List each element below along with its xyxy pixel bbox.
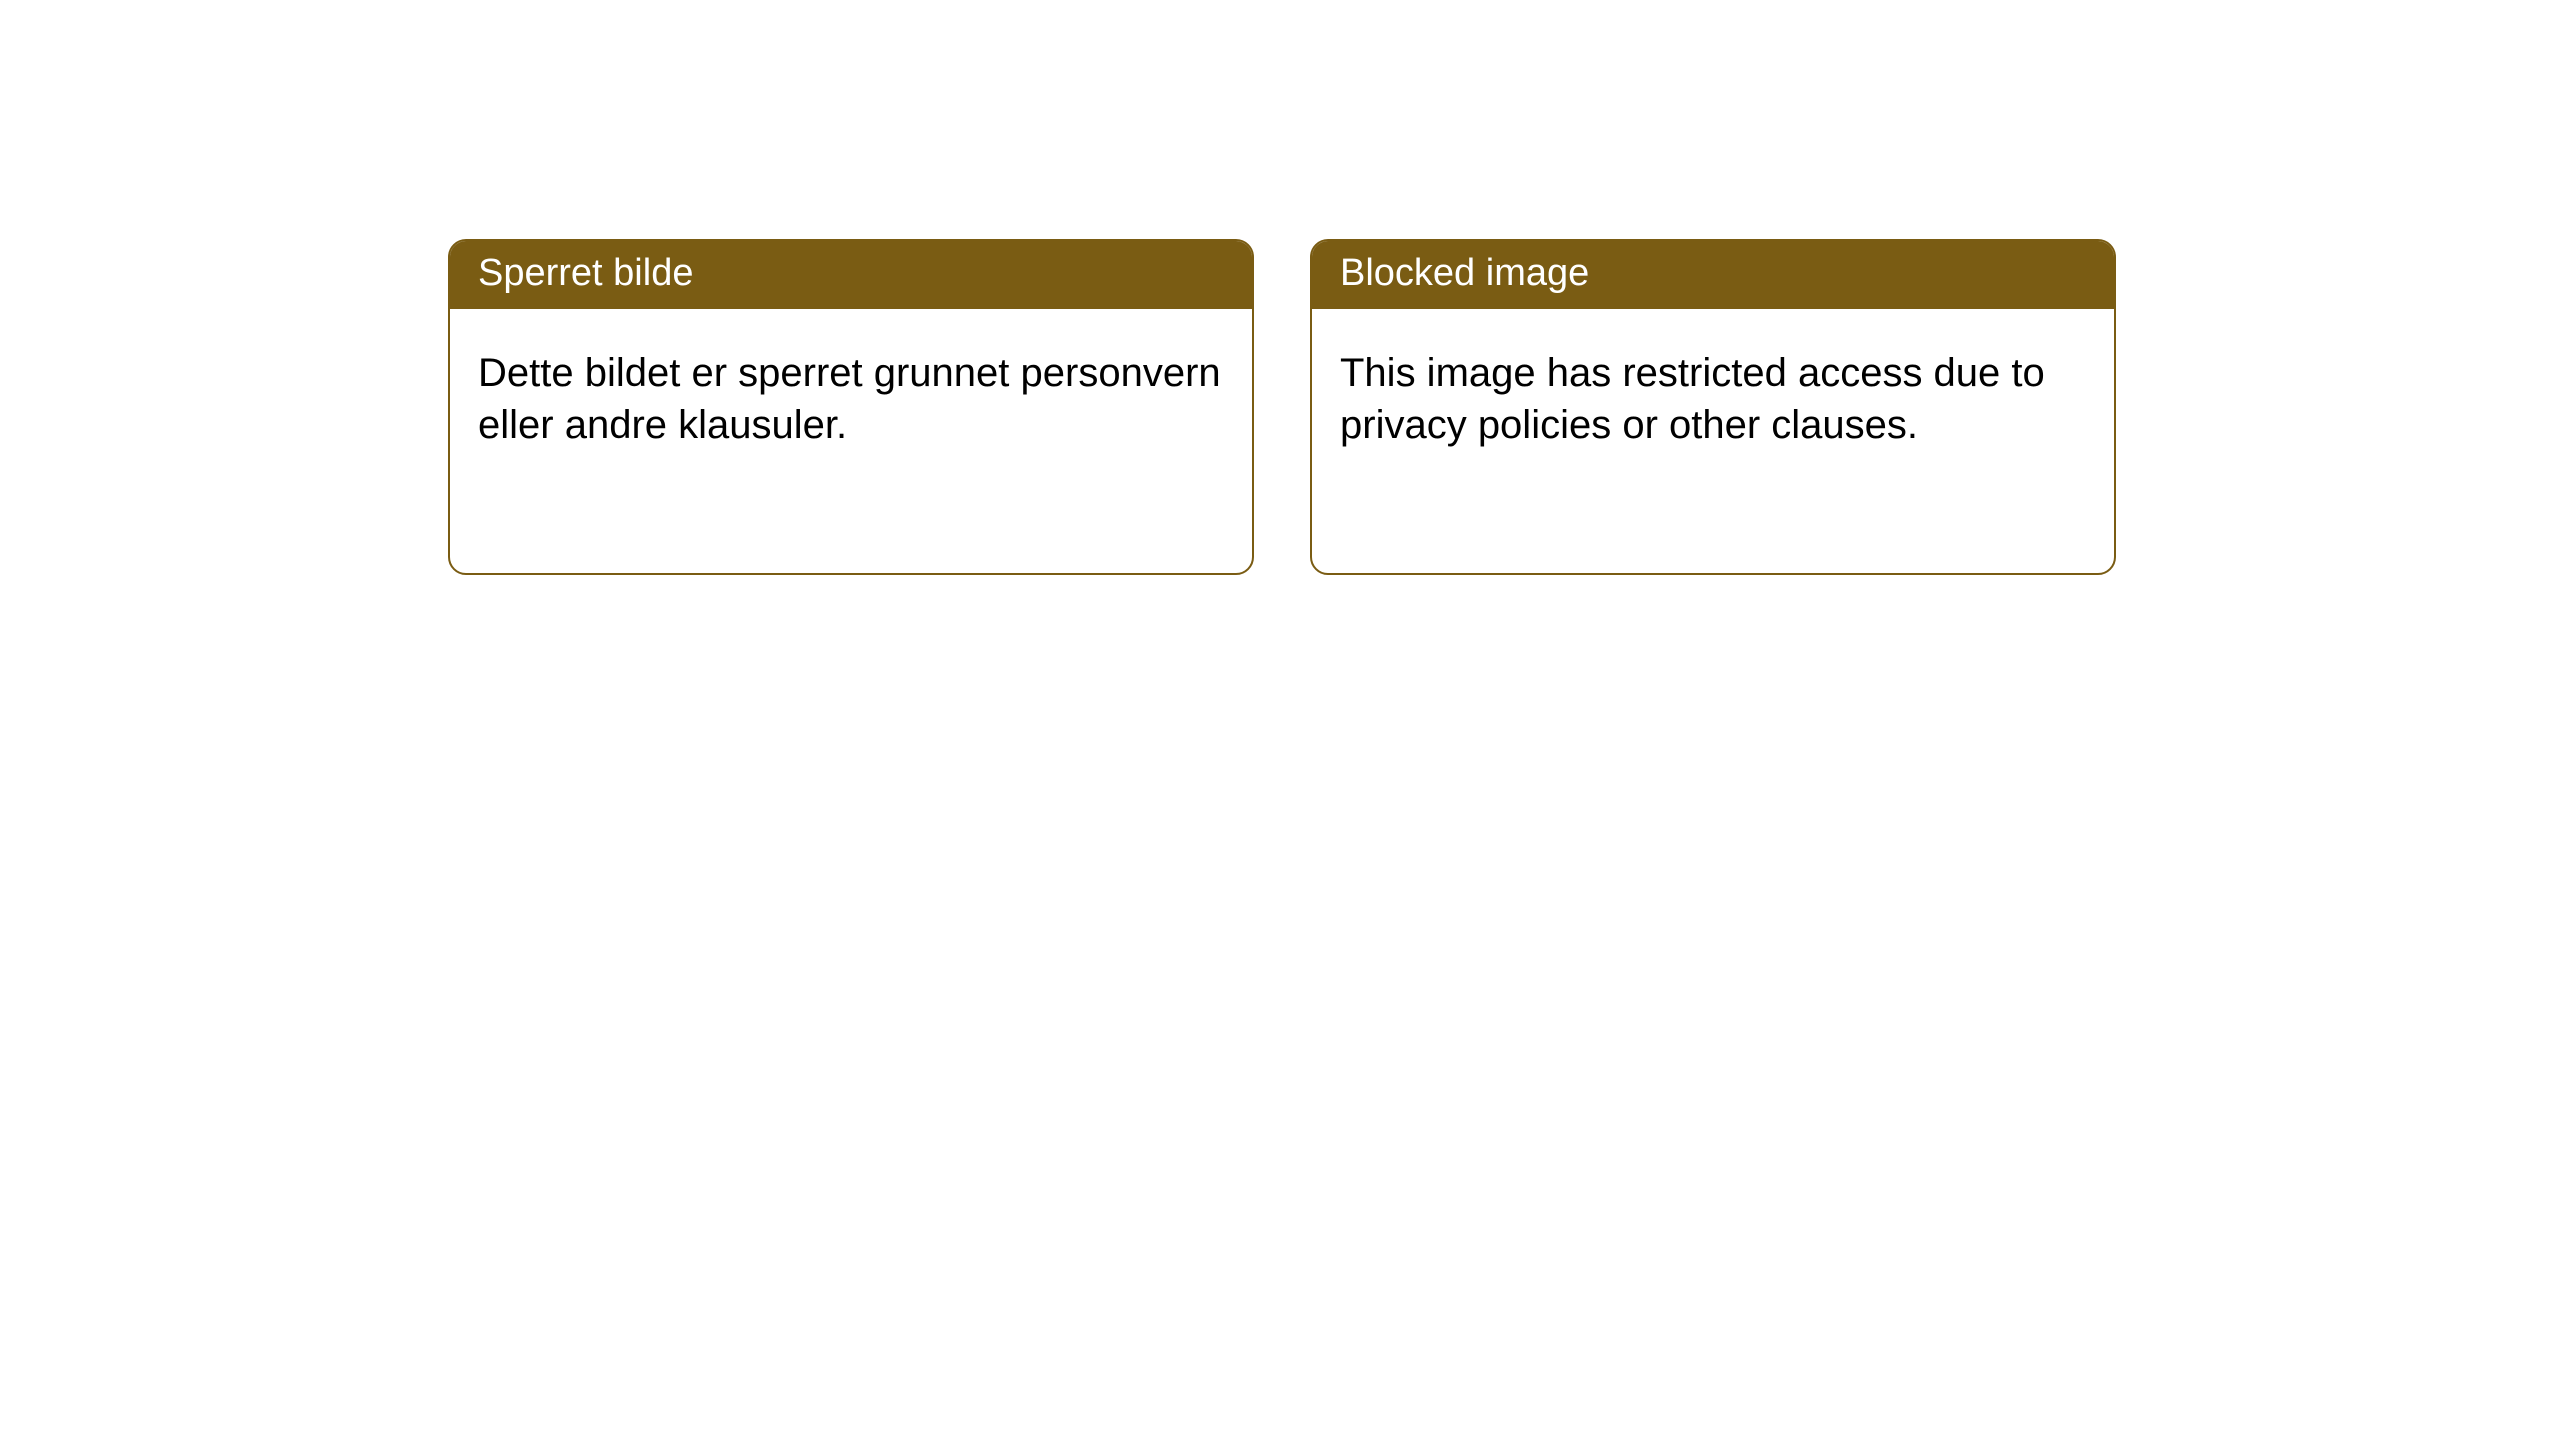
notice-body: This image has restricted access due to … (1312, 309, 2114, 479)
notice-header: Sperret bilde (450, 241, 1252, 309)
notice-container: Sperret bilde Dette bildet er sperret gr… (0, 0, 2560, 575)
notice-body: Dette bildet er sperret grunnet personve… (450, 309, 1252, 479)
notice-card-english: Blocked image This image has restricted … (1310, 239, 2116, 575)
notice-header: Blocked image (1312, 241, 2114, 309)
notice-card-norwegian: Sperret bilde Dette bildet er sperret gr… (448, 239, 1254, 575)
